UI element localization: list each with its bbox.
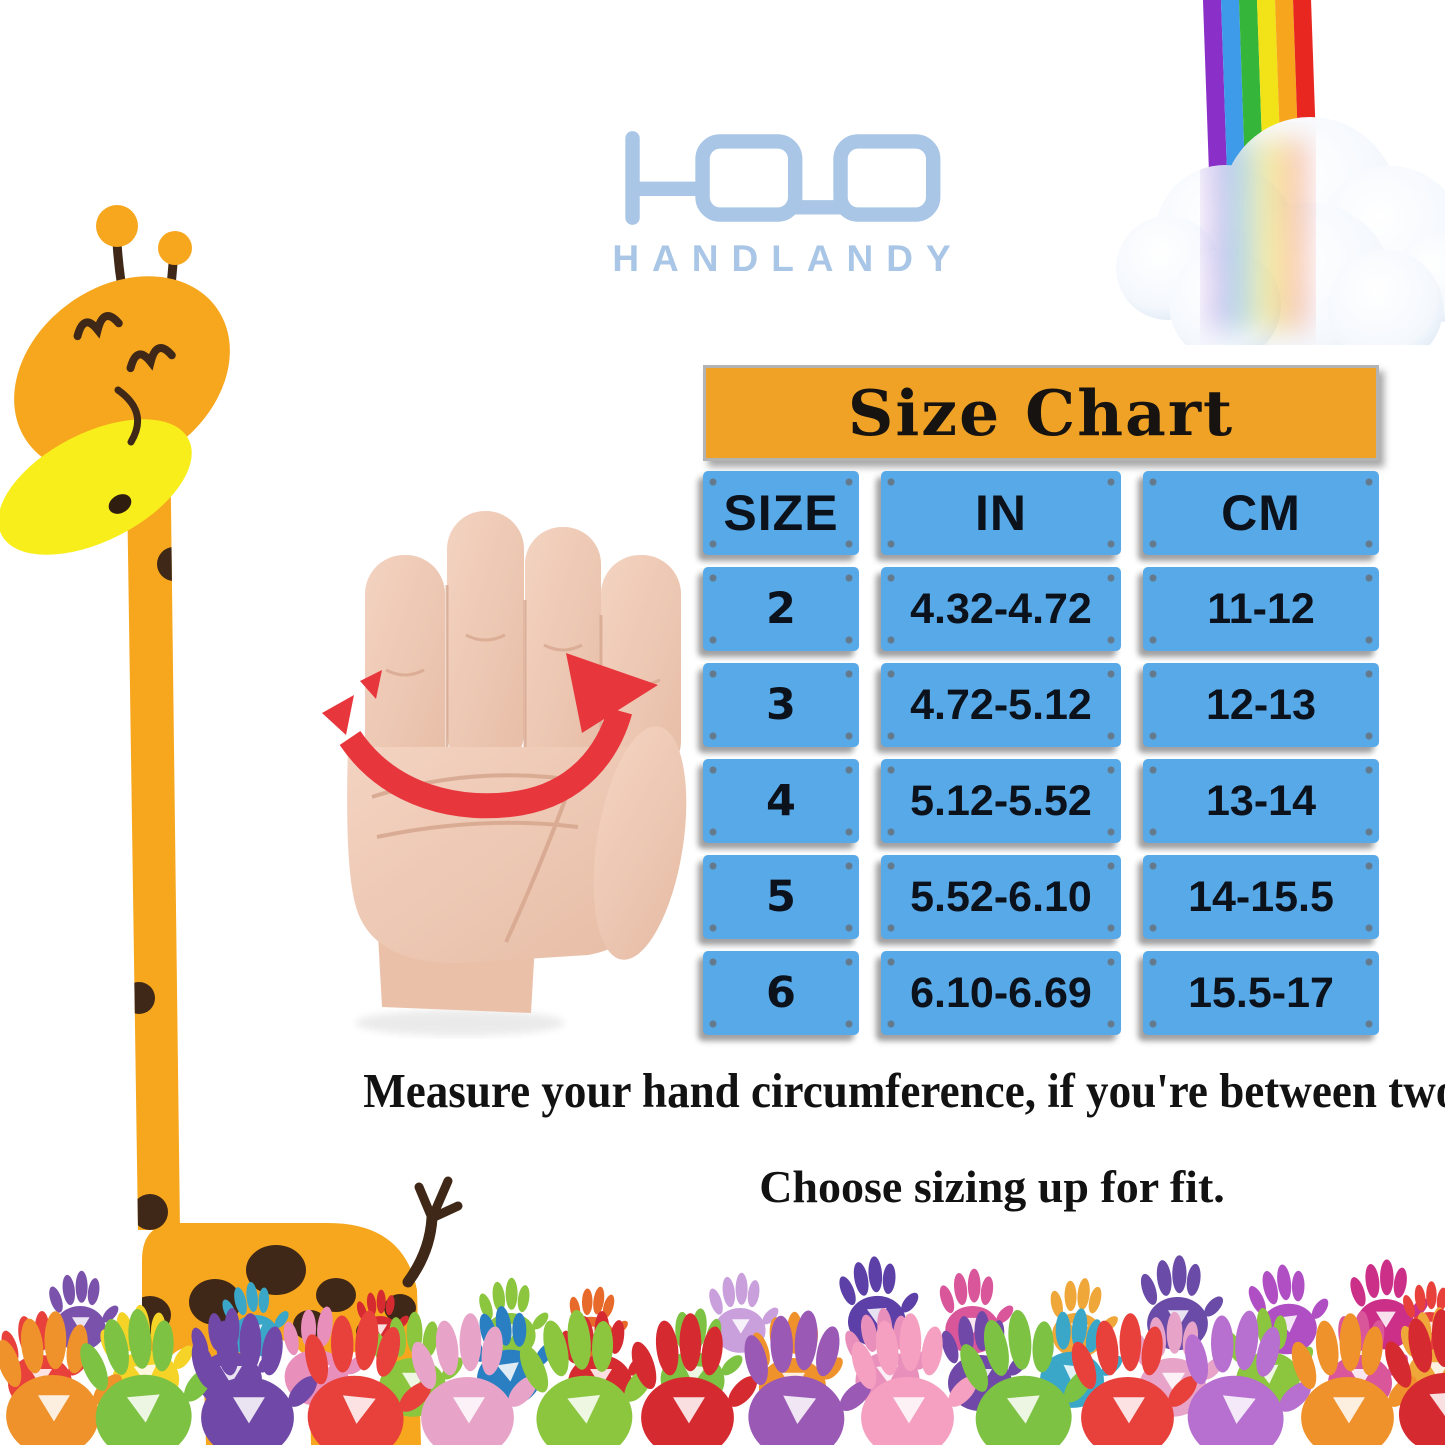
table-cell: 12-13 (1143, 663, 1379, 747)
table-cell: 5.12-5.52 (881, 759, 1121, 843)
measure-note-line1: Measure your hand circumference, if you'… (363, 1063, 1445, 1118)
handprint-border-illustration (0, 1253, 1445, 1445)
table-row: 4 5.12-5.52 13-14 (703, 759, 1379, 843)
table-cell: 4 (703, 759, 859, 843)
measure-arrow (322, 653, 658, 819)
table-row: 5 5.52-6.10 14-15.5 (703, 855, 1379, 939)
brand-name: HANDLANDY (612, 238, 964, 279)
table-cell: 6.10-6.69 (881, 951, 1121, 1035)
table-row: 3 4.72-5.12 12-13 (703, 663, 1379, 747)
column-header: CM (1143, 471, 1379, 555)
size-chart-header-row: SIZE IN CM (703, 471, 1379, 555)
table-cell: 5 (703, 855, 859, 939)
brand-logo: HANDLANDY (612, 126, 964, 280)
table-cell: 5.52-6.10 (881, 855, 1121, 939)
size-chart-body: 2 4.32-4.72 11-12 3 4.72-5.12 12-13 4 5.12-5.52… (703, 567, 1379, 1035)
table-cell: 14-15.5 (1143, 855, 1379, 939)
table-cell: 4.32-4.72 (881, 567, 1121, 651)
measure-note-line2: Choose sizing up for fit. (759, 1161, 1225, 1212)
hand-circumference-illustration (322, 511, 687, 1036)
glasses-logo-icon (625, 131, 941, 225)
table-cell: 6 (703, 951, 859, 1035)
table-cell: 15.5-17 (1143, 951, 1379, 1035)
column-header: IN (881, 471, 1121, 555)
table-cell: 13-14 (1143, 759, 1379, 843)
table-cell: 4.72-5.12 (881, 663, 1121, 747)
rainbow-cloud-illustration (1116, 0, 1445, 345)
table-row: 6 6.10-6.69 15.5-17 (703, 951, 1379, 1035)
table-row: 2 4.32-4.72 11-12 (703, 567, 1379, 651)
column-header: SIZE (703, 471, 859, 555)
table-cell: 11-12 (1143, 567, 1379, 651)
size-chart: Size Chart SIZE IN CM 2 4.32-4.72 11-12 3 4.72… (703, 365, 1379, 1035)
table-cell: 2 (703, 567, 859, 651)
table-cell: 3 (703, 663, 859, 747)
size-chart-title-text: Size Chart (847, 376, 1235, 450)
size-chart-title: Size Chart (703, 365, 1379, 461)
